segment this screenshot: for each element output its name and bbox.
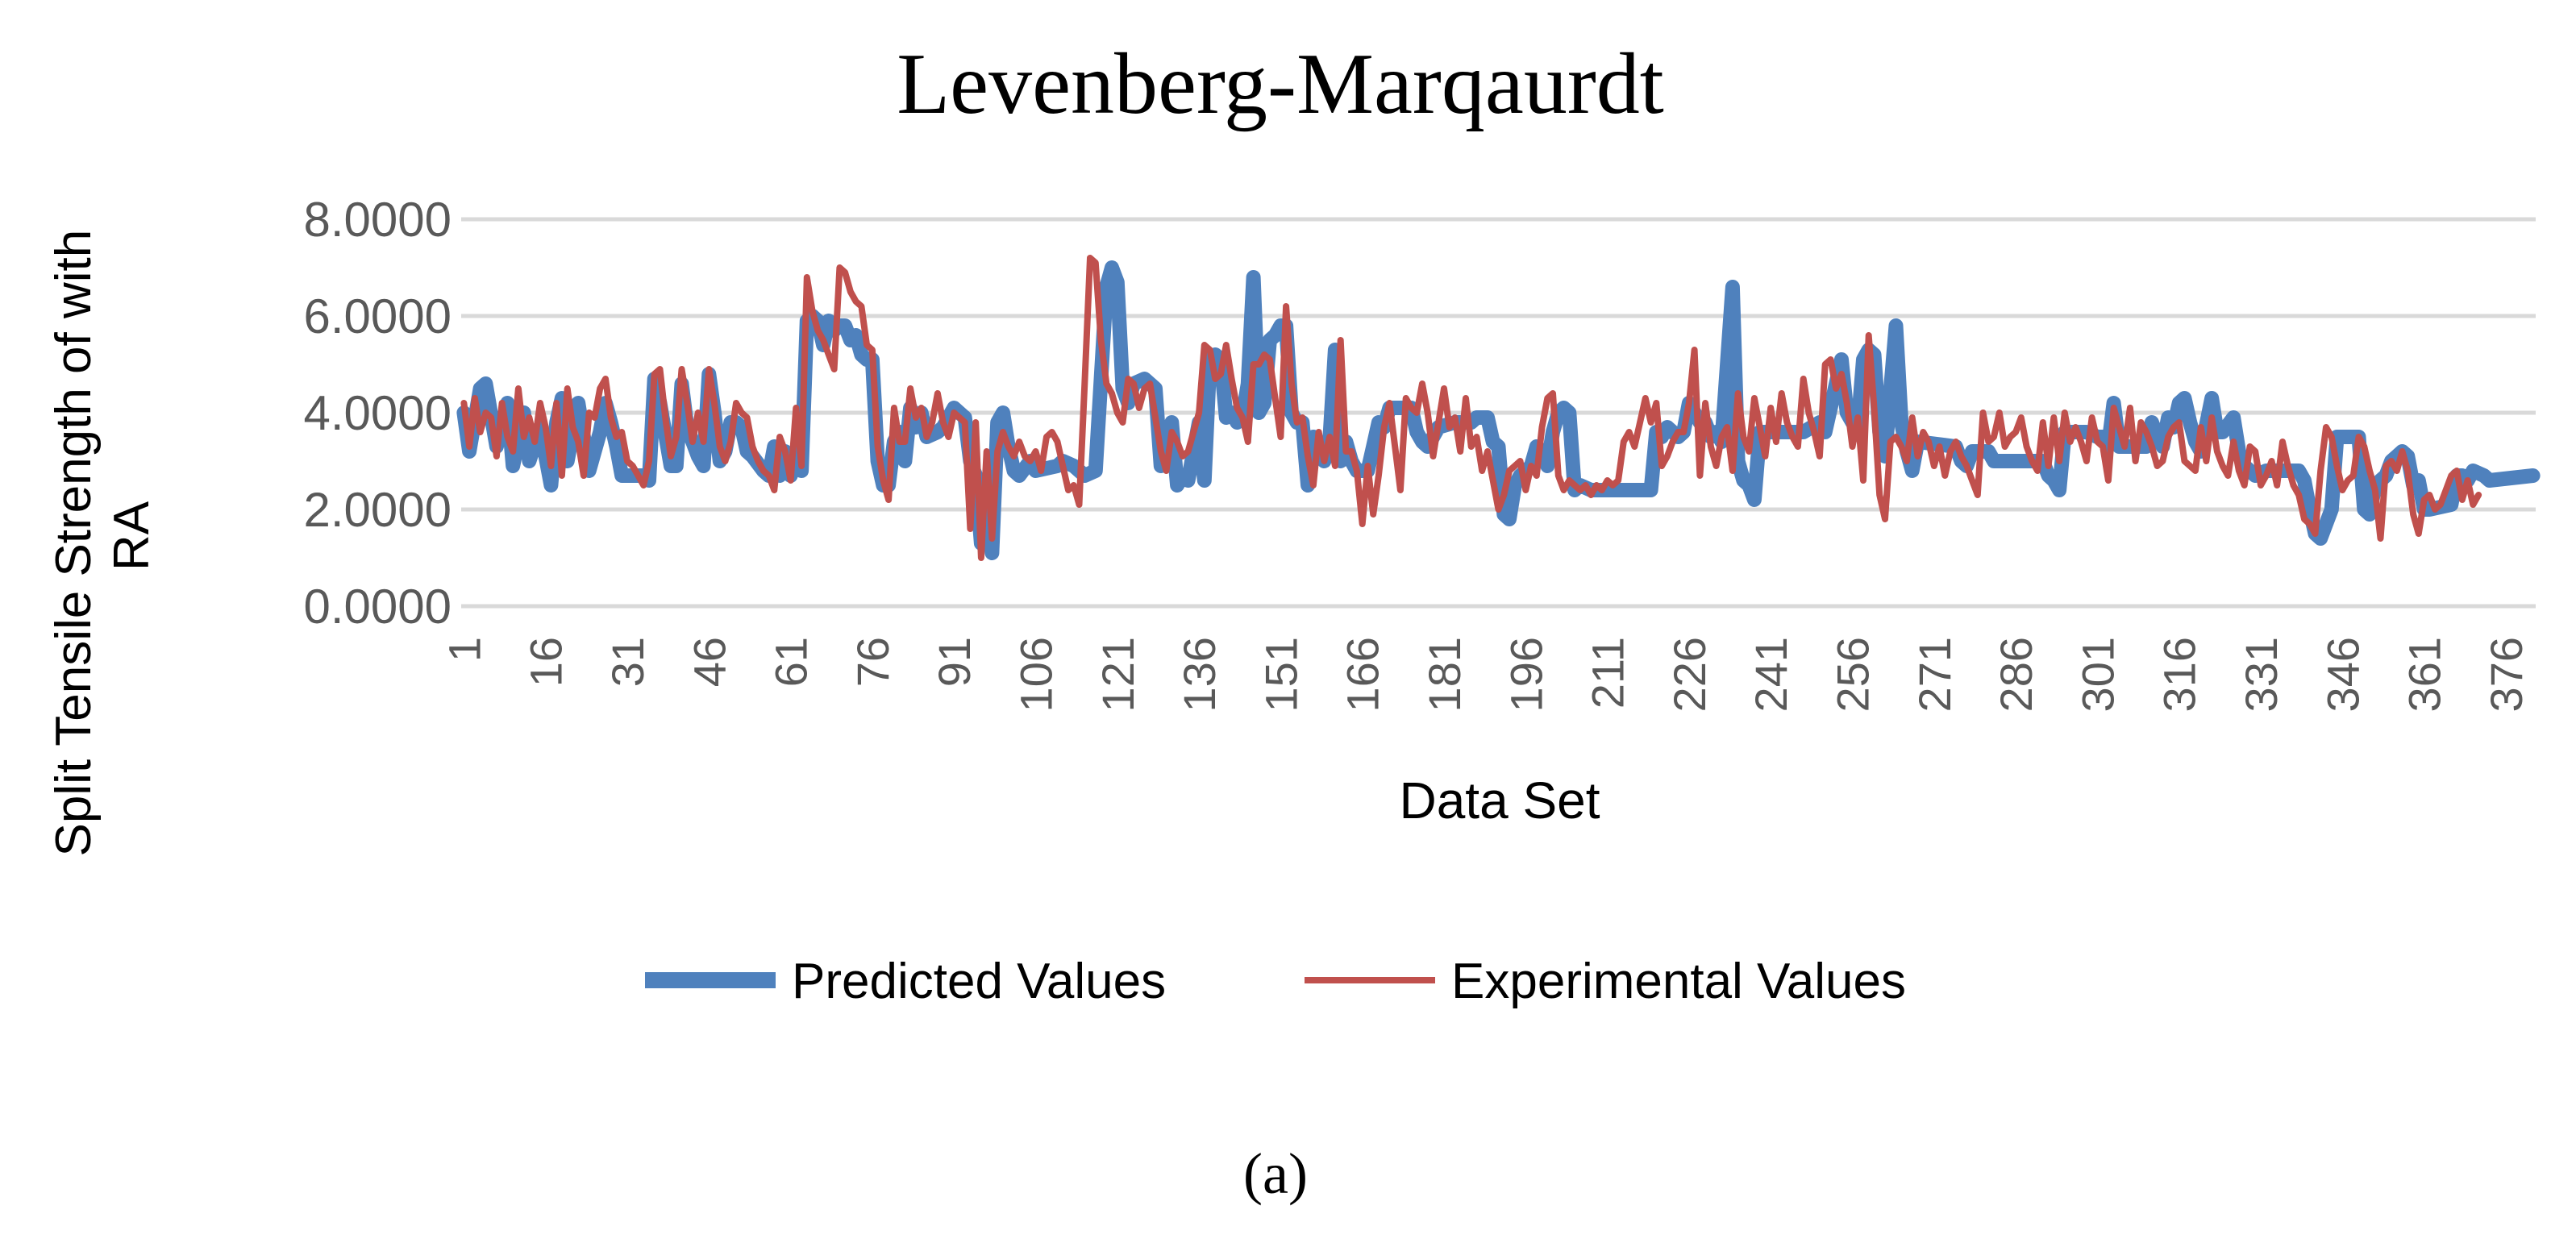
chart-title: Levenberg-Marqaurdt	[897, 36, 1664, 132]
x-axis-label: Data Set	[1399, 771, 1600, 829]
x-tick-label: 196	[1500, 637, 1551, 712]
x-tick-label: 361	[2399, 637, 2450, 712]
x-axis-ticks: 1 16 31 46 61 76 91 106 121 136 151 166 181 196 211 226…	[439, 637, 2531, 712]
gridlines	[461, 217, 2536, 609]
x-tick-label: 241	[1746, 637, 1796, 712]
x-tick-label: 91	[929, 637, 980, 687]
legend: Predicted Values Experimental Values	[645, 954, 1906, 1009]
x-tick-label: 226	[1664, 637, 1715, 712]
x-tick-label: 181	[1419, 637, 1470, 712]
y-axis-ticks: 0.0000 2.0000 4.0000 6.0000 8.0000	[303, 193, 452, 634]
series-lines	[456, 255, 2541, 561]
x-tick-label: 121	[1092, 637, 1143, 712]
x-tick-label: 346	[2317, 637, 2368, 712]
y-axis-label: Split Tensile Strength of with RA	[46, 216, 160, 857]
x-tick-label: 16	[521, 637, 572, 687]
series-line-experimental	[460, 255, 2482, 561]
x-tick-label: 331	[2236, 637, 2287, 712]
x-tick-label: 61	[766, 637, 817, 687]
x-tick-label: 151	[1255, 637, 1306, 712]
x-tick-label: 1	[439, 637, 489, 662]
x-tick-label: 376	[2481, 637, 2532, 712]
y-tick-label: 4.0000	[303, 386, 452, 440]
x-tick-label: 31	[602, 637, 653, 687]
y-tick-label: 2.0000	[303, 483, 452, 537]
x-tick-label: 301	[2072, 637, 2123, 712]
figure-caption: (a)	[1243, 1141, 1308, 1206]
x-tick-label: 46	[684, 637, 735, 687]
x-tick-label: 166	[1338, 637, 1388, 712]
legend-label-predicted: Predicted Values	[792, 954, 1166, 1009]
x-tick-label: 106	[1010, 637, 1061, 712]
x-tick-label: 211	[1583, 637, 1633, 709]
y-axis-label-line-1: Split Tensile Strength of with	[46, 230, 102, 857]
x-tick-label: 256	[1827, 637, 1878, 712]
y-tick-label: 8.0000	[303, 193, 452, 247]
legend-label-experimental: Experimental Values	[1451, 954, 1906, 1009]
x-tick-label: 76	[847, 637, 898, 687]
y-tick-label: 6.0000	[303, 289, 452, 343]
x-tick-label: 286	[1991, 637, 2041, 712]
x-tick-label: 271	[1909, 637, 1960, 712]
x-tick-label: 136	[1174, 637, 1225, 712]
y-axis-label-line-2: RA	[104, 501, 160, 571]
y-tick-label: 0.0000	[303, 580, 452, 634]
x-tick-label: 316	[2154, 637, 2205, 712]
